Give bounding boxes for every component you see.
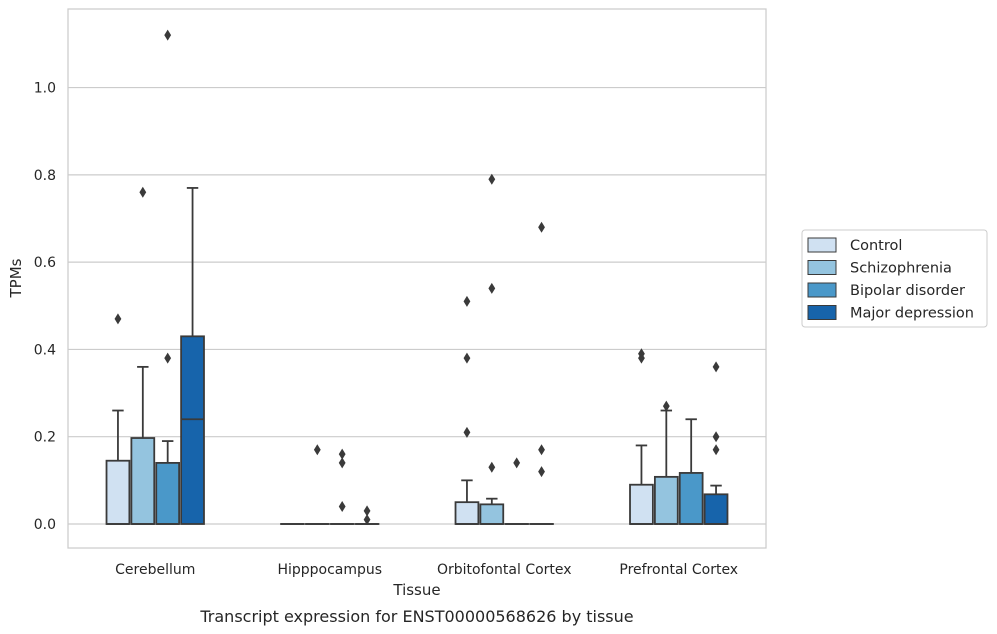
outlier-point [538, 466, 545, 478]
x-axis-label: Tissue [392, 581, 440, 599]
x-tick-label: Orbitofontal Cortex [437, 562, 572, 578]
outlier-point [114, 313, 122, 325]
x-axis-ticks: Cerebellum Hipppocampus Orbitofontal Corte… [115, 562, 738, 578]
legend: Control Schizophrenia Bipolar disorder Majo… [801, 229, 988, 328]
y-tick-label: 0.0 [34, 517, 56, 533]
legend-label: Major depression [850, 306, 974, 322]
box [180, 335, 205, 525]
box [678, 472, 704, 525]
outlier-point [164, 29, 172, 41]
box-group [130, 186, 156, 525]
x-tick-label: Hipppocampus [277, 562, 382, 578]
box [479, 503, 505, 525]
box-group [454, 295, 480, 525]
outlier-point [338, 501, 346, 513]
outlier-point [488, 173, 496, 185]
box-group [479, 173, 505, 525]
legend-label: Schizophrenia [850, 261, 952, 277]
outlier-point [463, 352, 471, 364]
y-axis-ticks: 0.0 0.2 0.4 0.6 0.8 1.0 [34, 81, 56, 533]
outlier-point [712, 431, 720, 443]
box [454, 501, 480, 525]
chart-caption: Transcript expression for ENST0000056862… [199, 607, 633, 626]
y-tick-label: 1.0 [34, 81, 56, 97]
outlier-point [538, 221, 545, 233]
outlier-point [538, 444, 545, 456]
box [629, 483, 654, 525]
legend-swatch [807, 260, 837, 275]
x-tick-label: Cerebellum [115, 562, 195, 578]
box [105, 459, 131, 525]
outlier-point [638, 352, 645, 364]
y-tick-label: 0.6 [34, 255, 56, 271]
box [653, 475, 679, 525]
outlier-point [712, 361, 720, 373]
legend-label: Control [850, 238, 902, 254]
legend-swatch [807, 305, 837, 320]
outlier-point [363, 514, 371, 526]
outlier-point [488, 282, 496, 294]
plot-frame [67, 8, 767, 549]
outlier-point [463, 295, 471, 307]
outlier-point [662, 400, 670, 412]
outlier-point [513, 457, 521, 469]
box-group [703, 361, 729, 525]
box-group [354, 505, 380, 526]
box-group [529, 221, 554, 525]
box [703, 493, 729, 525]
box-group [653, 400, 679, 525]
outlier-point [463, 426, 471, 438]
box [155, 461, 181, 525]
outlier-point [488, 461, 496, 473]
y-tick-label: 0.8 [34, 168, 56, 184]
legend-swatch [807, 237, 837, 253]
outlier-point [338, 448, 346, 460]
box [130, 437, 156, 525]
outlier-point [139, 186, 147, 198]
box-group [304, 444, 330, 525]
box-group [180, 187, 205, 525]
legend-label: Bipolar disorder [850, 283, 965, 299]
outlier-point [338, 457, 346, 469]
legend-frame [801, 229, 988, 328]
box-group [629, 348, 654, 525]
outlier-point [164, 352, 172, 364]
legend-swatch [807, 282, 837, 298]
box-group [155, 29, 181, 525]
box-group [105, 313, 131, 525]
outlier-point [313, 444, 321, 456]
y-tick-label: 0.4 [34, 342, 56, 358]
box-group [504, 457, 530, 525]
box-plots [105, 29, 729, 526]
x-tick-label: Prefrontal Cortex [619, 562, 738, 578]
y-tick-label: 0.2 [34, 430, 56, 446]
box-group [329, 448, 355, 525]
y-axis-label: TPMs [7, 258, 25, 298]
outlier-point [363, 505, 371, 517]
box-group [678, 418, 704, 525]
outlier-point [712, 444, 720, 456]
